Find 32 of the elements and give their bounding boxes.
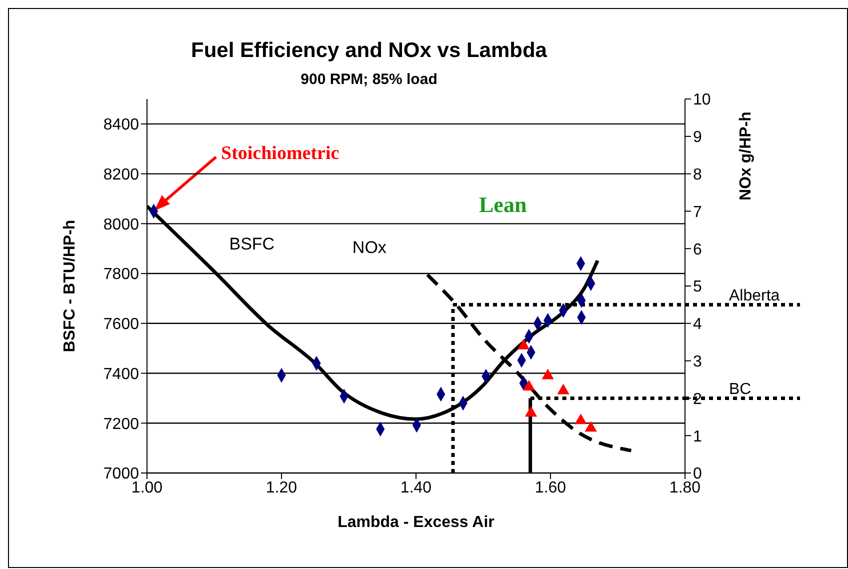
x-tick-label: 1.80 <box>669 479 701 496</box>
x-axis-title: Lambda - Excess Air <box>338 514 494 531</box>
y-tick-label: 7600 <box>103 316 140 334</box>
y-axis-title: BSFC - BTU/HP-h <box>62 220 79 352</box>
ref-line-label: Alberta <box>729 288 780 305</box>
annotation: Lean <box>479 192 527 218</box>
y2-tick-label: 1 <box>693 428 702 446</box>
y2-tick-label: 5 <box>693 278 702 296</box>
x-tick-label: 1.60 <box>534 479 566 496</box>
y2-axis-title: NOx g/HP-h <box>738 112 755 200</box>
y2-tick-label: 4 <box>693 316 702 334</box>
y2-tick-label: 6 <box>693 241 702 258</box>
series-label: BSFC <box>229 234 275 254</box>
text: NOx <box>352 238 387 257</box>
y2-tick-label: 2 <box>693 390 702 408</box>
y2-tick-label: 8 <box>693 166 702 184</box>
x-tick-label: 1.20 <box>266 479 298 496</box>
x-tick-label: 1.40 <box>400 479 432 496</box>
y-tick-label: 8000 <box>103 216 140 234</box>
y-tick-label: 7400 <box>103 366 140 383</box>
y2-tick-label: 3 <box>693 353 702 370</box>
ref-line-label: BC <box>729 381 752 398</box>
chart-title: Fuel Efficiency and NOx vs Lambda <box>190 39 548 63</box>
y2-tick-label: 10 <box>693 92 711 109</box>
y-tick-label: 7200 <box>103 416 140 433</box>
y-tick-label: 8200 <box>103 166 140 184</box>
annotation: Stoichiometric <box>221 143 340 165</box>
y2-tick-label: 7 <box>693 204 702 221</box>
y2-tick-label: 9 <box>693 129 702 146</box>
y-tick-label: 7800 <box>103 266 140 284</box>
chart-subtitle: 900 RPM; 85% load <box>300 71 438 88</box>
y-tick-label: 8400 <box>103 116 140 134</box>
